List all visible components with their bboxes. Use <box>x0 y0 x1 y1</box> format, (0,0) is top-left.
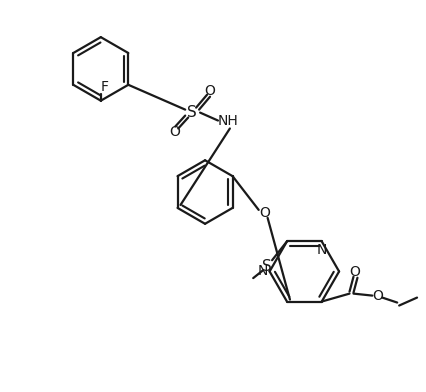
Text: O: O <box>169 125 180 140</box>
Text: S: S <box>262 259 272 274</box>
Text: N: N <box>317 243 327 258</box>
Text: O: O <box>372 289 383 303</box>
Text: O: O <box>204 84 216 98</box>
Text: O: O <box>259 206 270 220</box>
Text: S: S <box>187 105 197 120</box>
Text: N: N <box>257 265 268 278</box>
Text: O: O <box>349 265 360 279</box>
Text: F: F <box>101 80 109 94</box>
Text: NH: NH <box>218 114 238 127</box>
